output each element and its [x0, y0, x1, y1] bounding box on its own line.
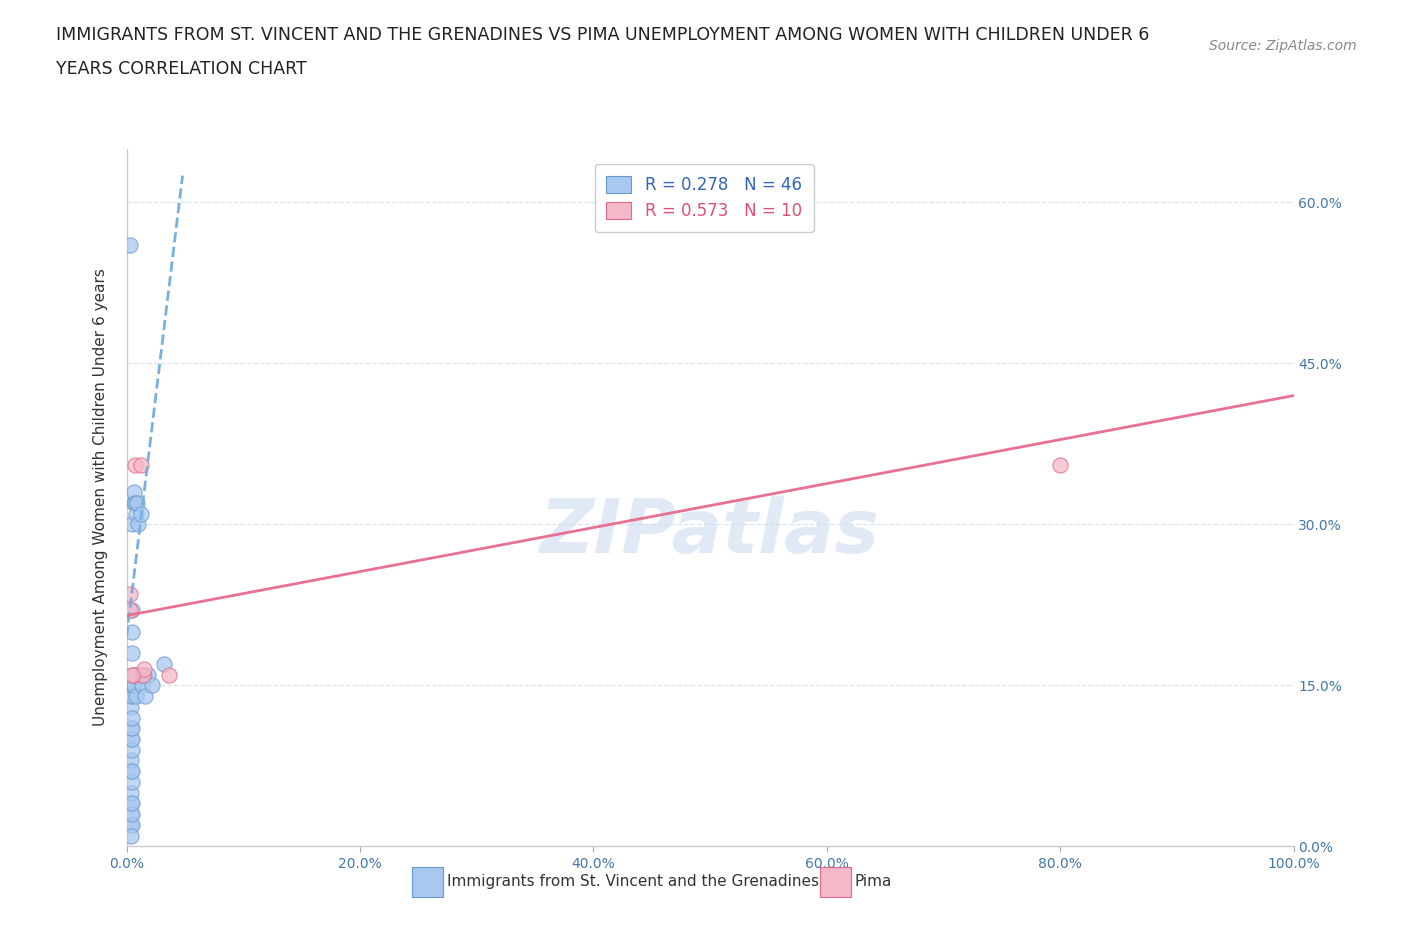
Y-axis label: Unemployment Among Women with Children Under 6 years: Unemployment Among Women with Children U…	[93, 269, 108, 726]
Point	[132, 662, 155, 677]
Point	[121, 517, 143, 532]
Point	[120, 785, 142, 800]
Point	[121, 678, 143, 693]
Point	[118, 587, 141, 602]
Point	[124, 458, 146, 472]
Point	[131, 678, 153, 693]
Point	[120, 828, 142, 843]
Point	[121, 711, 143, 725]
Point	[157, 667, 180, 682]
Point	[121, 645, 143, 660]
Point	[118, 688, 141, 703]
Text: Pima: Pima	[855, 874, 893, 889]
Point	[153, 657, 176, 671]
Point	[122, 678, 145, 693]
Point	[127, 667, 149, 682]
Point	[121, 732, 143, 747]
Point	[120, 732, 142, 747]
Point	[121, 775, 143, 790]
Text: IMMIGRANTS FROM ST. VINCENT AND THE GRENADINES VS PIMA UNEMPLOYMENT AMONG WOMEN : IMMIGRANTS FROM ST. VINCENT AND THE GREN…	[56, 26, 1150, 44]
Point	[121, 667, 143, 682]
Point	[125, 688, 148, 703]
Point	[129, 506, 152, 521]
Point	[120, 721, 142, 736]
Point	[120, 817, 142, 832]
Point	[121, 742, 143, 757]
Point	[129, 458, 152, 472]
Point	[132, 667, 155, 682]
Point	[1049, 458, 1071, 472]
Point	[136, 667, 159, 682]
Point	[121, 624, 143, 639]
Point	[141, 678, 163, 693]
Legend: R = 0.278   N = 46, R = 0.573   N = 10: R = 0.278 N = 46, R = 0.573 N = 10	[595, 164, 814, 232]
Point	[118, 603, 141, 618]
Point	[121, 817, 143, 832]
Point	[125, 496, 148, 511]
Point	[122, 485, 145, 499]
Point	[121, 667, 143, 682]
Text: Source: ZipAtlas.com: Source: ZipAtlas.com	[1209, 39, 1357, 53]
Point	[125, 506, 148, 521]
Point	[120, 753, 142, 768]
Point	[124, 496, 146, 511]
Point	[121, 764, 143, 778]
Point	[127, 517, 149, 532]
Point	[118, 678, 141, 693]
Point	[122, 496, 145, 511]
Point	[120, 764, 142, 778]
Point	[120, 806, 142, 821]
Point	[134, 688, 156, 703]
Point	[121, 721, 143, 736]
Point	[132, 667, 155, 682]
Text: Immigrants from St. Vincent and the Grenadines: Immigrants from St. Vincent and the Gren…	[447, 874, 820, 889]
Text: ZIPatlas: ZIPatlas	[540, 496, 880, 569]
Point	[120, 796, 142, 811]
Point	[121, 603, 143, 618]
Point	[121, 688, 143, 703]
Point	[118, 238, 141, 253]
Point	[121, 806, 143, 821]
Point	[124, 667, 146, 682]
Point	[121, 796, 143, 811]
Text: YEARS CORRELATION CHART: YEARS CORRELATION CHART	[56, 60, 307, 78]
Point	[122, 667, 145, 682]
Point	[120, 699, 142, 714]
